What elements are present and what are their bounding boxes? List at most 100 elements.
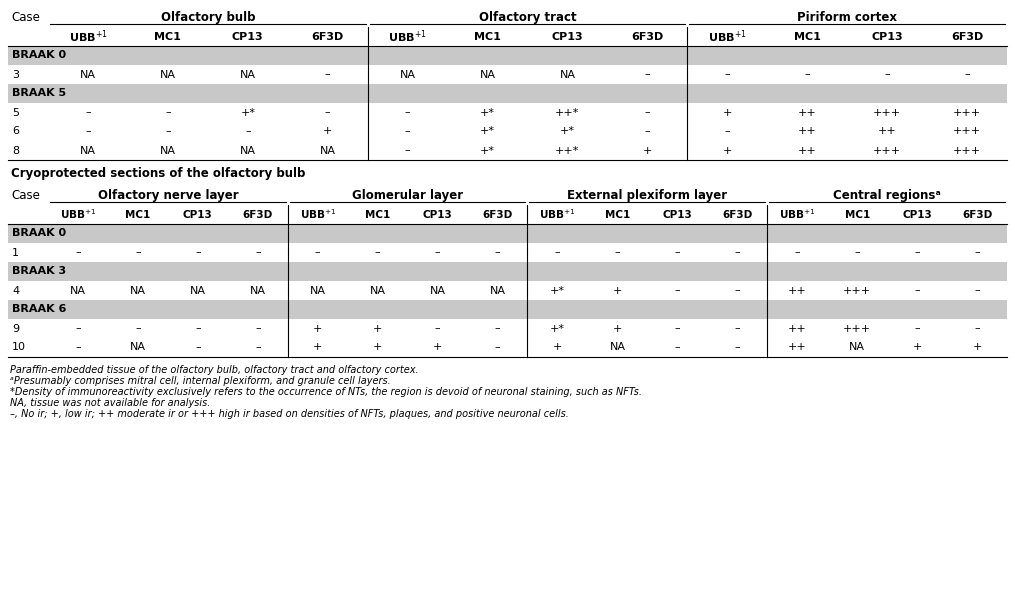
Text: –: –: [735, 286, 740, 296]
Text: NA: NA: [489, 286, 505, 296]
Text: +: +: [613, 286, 622, 296]
Text: –: –: [675, 286, 680, 296]
Bar: [8, 8, 1007, 27]
Text: +++: +++: [953, 108, 982, 118]
Text: 6F3D: 6F3D: [243, 209, 273, 220]
Text: ++: ++: [798, 127, 817, 136]
Text: NA: NA: [429, 286, 446, 296]
Bar: [8, 243, 1007, 262]
Text: –: –: [135, 324, 141, 334]
Text: BRAAK 0: BRAAK 0: [12, 228, 66, 239]
Text: –: –: [855, 247, 860, 258]
Text: MC1: MC1: [154, 31, 182, 42]
Text: 6F3D: 6F3D: [951, 31, 984, 42]
Text: –: –: [165, 127, 171, 136]
Bar: [8, 65, 1007, 84]
Text: –: –: [434, 324, 441, 334]
Text: NA: NA: [369, 286, 386, 296]
Text: –: –: [405, 146, 410, 155]
Text: –: –: [675, 247, 680, 258]
Text: UBB$^{+1}$: UBB$^{+1}$: [299, 207, 336, 222]
Text: NA: NA: [190, 286, 206, 296]
Text: CP13: CP13: [663, 209, 692, 220]
Text: –: –: [325, 108, 331, 118]
Text: NA: NA: [609, 343, 625, 353]
Text: Paraffin-embedded tissue of the olfactory bulb, olfactory tract and olfactory co: Paraffin-embedded tissue of the olfactor…: [10, 365, 418, 375]
Text: UBB$^{+1}$: UBB$^{+1}$: [539, 207, 576, 222]
Text: +*: +*: [480, 127, 495, 136]
Text: –: –: [645, 127, 651, 136]
Text: +: +: [433, 343, 443, 353]
Text: BRAAK 0: BRAAK 0: [12, 51, 66, 61]
Bar: [8, 300, 1007, 319]
Text: –: –: [615, 247, 620, 258]
Text: 6F3D: 6F3D: [722, 209, 752, 220]
Text: 9: 9: [12, 324, 19, 334]
Text: +: +: [373, 343, 383, 353]
Text: UBB$^{+1}$: UBB$^{+1}$: [69, 28, 108, 45]
Bar: [8, 122, 1007, 141]
Text: +: +: [723, 108, 732, 118]
Text: ++*: ++*: [555, 108, 580, 118]
Text: NA: NA: [240, 146, 256, 155]
Text: NA: NA: [559, 70, 576, 80]
Text: –: –: [85, 127, 90, 136]
Text: 3: 3: [12, 70, 19, 80]
Text: –: –: [915, 247, 920, 258]
Text: ++: ++: [798, 146, 817, 155]
Text: –: –: [915, 286, 920, 296]
Text: CP13: CP13: [422, 209, 453, 220]
Text: +: +: [723, 146, 732, 155]
Text: –: –: [735, 247, 740, 258]
Text: ++: ++: [798, 108, 817, 118]
Text: NA: NA: [250, 286, 266, 296]
Text: +: +: [553, 343, 562, 353]
Text: CP13: CP13: [183, 209, 213, 220]
Text: ++*: ++*: [555, 146, 580, 155]
Text: +++: +++: [953, 127, 982, 136]
Text: MC1: MC1: [794, 31, 821, 42]
Text: NA: NA: [240, 70, 256, 80]
Text: +: +: [313, 324, 323, 334]
Text: –: –: [75, 247, 81, 258]
Text: Central regionsᵃ: Central regionsᵃ: [833, 189, 941, 202]
Text: 8: 8: [12, 146, 19, 155]
Text: 4: 4: [12, 286, 19, 296]
Text: NA: NA: [320, 146, 336, 155]
Text: –: –: [195, 324, 201, 334]
Text: –: –: [915, 324, 920, 334]
Text: +: +: [972, 343, 982, 353]
Text: +++: +++: [873, 108, 901, 118]
Text: 6: 6: [12, 127, 19, 136]
Text: 10: 10: [12, 343, 26, 353]
Text: ++: ++: [788, 343, 807, 353]
Text: –: –: [325, 70, 331, 80]
Text: –: –: [884, 70, 890, 80]
Text: –: –: [405, 127, 410, 136]
Text: –: –: [725, 127, 730, 136]
Text: –: –: [494, 343, 500, 353]
Text: UBB$^{+1}$: UBB$^{+1}$: [388, 28, 427, 45]
Text: –: –: [195, 247, 201, 258]
Bar: [8, 46, 1007, 65]
Text: +: +: [313, 343, 323, 353]
Text: +: +: [613, 324, 622, 334]
Text: MC1: MC1: [365, 209, 391, 220]
Text: –: –: [494, 247, 500, 258]
Text: Cryoprotected sections of the olfactory bulb: Cryoprotected sections of the olfactory …: [11, 168, 306, 181]
Text: –: –: [645, 108, 651, 118]
Text: NA: NA: [310, 286, 326, 296]
Text: –: –: [255, 343, 261, 353]
Text: +*: +*: [480, 108, 495, 118]
Text: Piriform cortex: Piriform cortex: [797, 11, 897, 24]
Text: Glomerular layer: Glomerular layer: [352, 189, 463, 202]
Text: –: –: [165, 108, 171, 118]
Text: NA: NA: [80, 70, 96, 80]
Text: Olfactory nerve layer: Olfactory nerve layer: [97, 189, 239, 202]
Text: +*: +*: [550, 286, 565, 296]
Text: –: –: [795, 247, 800, 258]
Text: –: –: [75, 343, 81, 353]
Text: NA: NA: [479, 70, 495, 80]
Text: –: –: [675, 343, 680, 353]
Text: –, No ir; +, low ir; ++ moderate ir or +++ high ir based on densities of NFTs, p: –, No ir; +, low ir; ++ moderate ir or +…: [10, 409, 568, 419]
